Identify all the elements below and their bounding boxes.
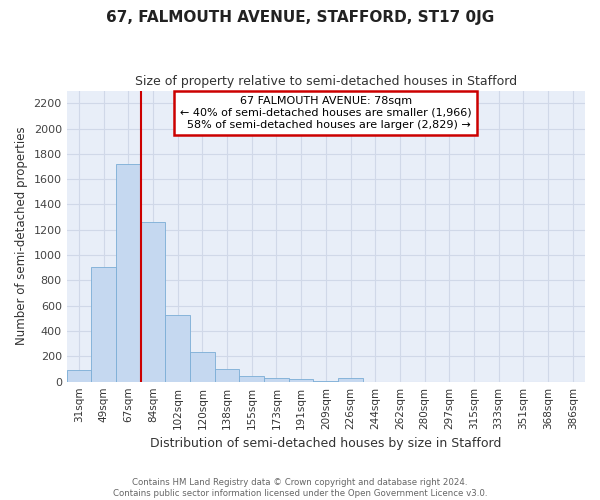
Text: 67, FALMOUTH AVENUE, STAFFORD, ST17 0JG: 67, FALMOUTH AVENUE, STAFFORD, ST17 0JG bbox=[106, 10, 494, 25]
Y-axis label: Number of semi-detached properties: Number of semi-detached properties bbox=[15, 127, 28, 346]
Bar bbox=[190, 352, 215, 382]
Bar bbox=[215, 369, 239, 382]
Bar bbox=[116, 164, 141, 382]
Bar bbox=[239, 376, 264, 382]
Bar bbox=[313, 381, 338, 382]
Bar bbox=[264, 378, 289, 382]
Title: Size of property relative to semi-detached houses in Stafford: Size of property relative to semi-detach… bbox=[135, 75, 517, 88]
Text: Contains HM Land Registry data © Crown copyright and database right 2024.
Contai: Contains HM Land Registry data © Crown c… bbox=[113, 478, 487, 498]
Bar bbox=[289, 379, 313, 382]
Bar bbox=[338, 378, 363, 382]
Bar bbox=[91, 267, 116, 382]
X-axis label: Distribution of semi-detached houses by size in Stafford: Distribution of semi-detached houses by … bbox=[150, 437, 502, 450]
Bar bbox=[166, 314, 190, 382]
Bar bbox=[141, 222, 166, 382]
Bar bbox=[67, 370, 91, 382]
Text: 67 FALMOUTH AVENUE: 78sqm  
← 40% of semi-detached houses are smaller (1,966)
  : 67 FALMOUTH AVENUE: 78sqm ← 40% of semi-… bbox=[180, 96, 472, 130]
